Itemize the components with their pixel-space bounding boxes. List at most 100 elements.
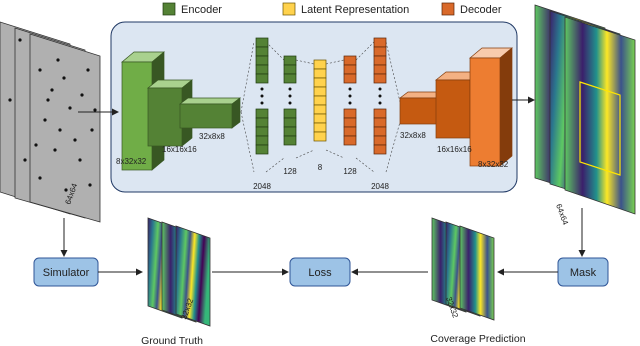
input-dot <box>64 188 68 192</box>
neuron <box>343 126 357 137</box>
neuron <box>283 64 297 75</box>
input-dot <box>58 128 62 132</box>
input-dot <box>73 138 77 142</box>
neuron <box>313 68 327 79</box>
neuron <box>255 126 269 137</box>
neuron <box>373 46 387 57</box>
neuron <box>373 135 387 146</box>
legend-label: Decoder <box>460 4 502 16</box>
ground-truth-stack <box>147 217 211 327</box>
input-dot <box>86 68 90 72</box>
ellipsis-dot <box>288 101 292 105</box>
ellipsis-dot <box>260 94 264 98</box>
input-dot <box>43 118 47 122</box>
ellipsis-dot <box>348 94 352 98</box>
neuron <box>255 144 269 155</box>
ellipsis-dot <box>378 94 382 98</box>
decoder-blocks <box>398 47 513 167</box>
neuron <box>313 104 327 115</box>
neuron <box>283 135 297 146</box>
neuron <box>313 86 327 97</box>
neuron <box>283 73 297 84</box>
neuron <box>343 55 357 66</box>
input-dot <box>38 68 42 72</box>
neuron <box>343 64 357 75</box>
encoder-label: 32x8x8 <box>199 132 225 141</box>
ellipsis-dot <box>378 87 382 91</box>
ellipsis-dot <box>378 101 382 105</box>
output-stack <box>534 4 636 215</box>
prediction-stack <box>431 217 495 321</box>
neuron <box>373 73 387 84</box>
neuron <box>255 46 269 57</box>
ellipsis-dot <box>348 101 352 105</box>
neuron <box>313 113 327 124</box>
input-dot <box>23 158 27 162</box>
neuron <box>255 108 269 119</box>
neuron <box>343 117 357 128</box>
input-dot <box>88 183 92 187</box>
neuron <box>255 73 269 84</box>
neuron <box>255 135 269 146</box>
neuron <box>373 108 387 119</box>
neuron <box>255 55 269 66</box>
prediction-label: Coverage Prediction <box>430 333 525 345</box>
simulator-label: Simulator <box>43 267 90 279</box>
layer-size: 128 <box>283 167 297 176</box>
ellipsis-dot <box>260 87 264 91</box>
ellipsis-dot <box>288 87 292 91</box>
input-dot <box>56 58 60 62</box>
neuron <box>313 131 327 142</box>
neuron <box>313 95 327 106</box>
neuron <box>373 126 387 137</box>
input-dot <box>93 108 97 112</box>
ellipsis-dot <box>288 94 292 98</box>
ground-truth-label: Ground Truth <box>141 335 203 346</box>
layer-size: 2048 <box>371 182 389 191</box>
input-dot <box>46 98 50 102</box>
neuron <box>343 108 357 119</box>
input-dot <box>50 88 54 92</box>
ellipsis-dot <box>348 87 352 91</box>
input-dot <box>68 106 72 110</box>
legend: Encoder Latent Representation Decoder <box>162 2 502 16</box>
input-dots <box>8 38 97 192</box>
encoder-blocks <box>121 51 242 171</box>
input-stack <box>0 21 101 223</box>
neuron <box>373 37 387 48</box>
neuron <box>283 55 297 66</box>
layer-size: 2048 <box>253 182 271 191</box>
neuron <box>373 64 387 75</box>
neuron <box>373 144 387 155</box>
encoder-label: 16x16x16 <box>162 145 197 154</box>
neuron <box>343 73 357 84</box>
neuron <box>343 135 357 146</box>
input-dot <box>80 93 84 97</box>
legend-swatch <box>162 2 176 16</box>
neuron <box>313 59 327 70</box>
neuron <box>255 64 269 75</box>
neuron <box>255 117 269 128</box>
neuron <box>283 108 297 119</box>
input-dot <box>90 128 94 132</box>
input-dot <box>34 143 38 147</box>
input-dot <box>8 98 12 102</box>
input-dot <box>18 38 22 42</box>
neuron <box>313 77 327 88</box>
mask-label: Mask <box>570 267 597 279</box>
legend-label: Encoder <box>181 4 222 16</box>
input-dot <box>62 76 66 80</box>
neuron <box>313 122 327 133</box>
encoder-label: 8x32x32 <box>116 157 147 166</box>
input-dot <box>53 148 57 152</box>
decoder-label: 16x16x16 <box>437 145 472 154</box>
input-dot <box>78 158 82 162</box>
legend-swatch <box>441 2 455 16</box>
legend-swatch <box>282 2 296 16</box>
neuron <box>283 126 297 137</box>
layer-size: 128 <box>343 167 357 176</box>
input-dot <box>38 176 42 180</box>
decoder-label: 8x32x32 <box>478 160 509 169</box>
